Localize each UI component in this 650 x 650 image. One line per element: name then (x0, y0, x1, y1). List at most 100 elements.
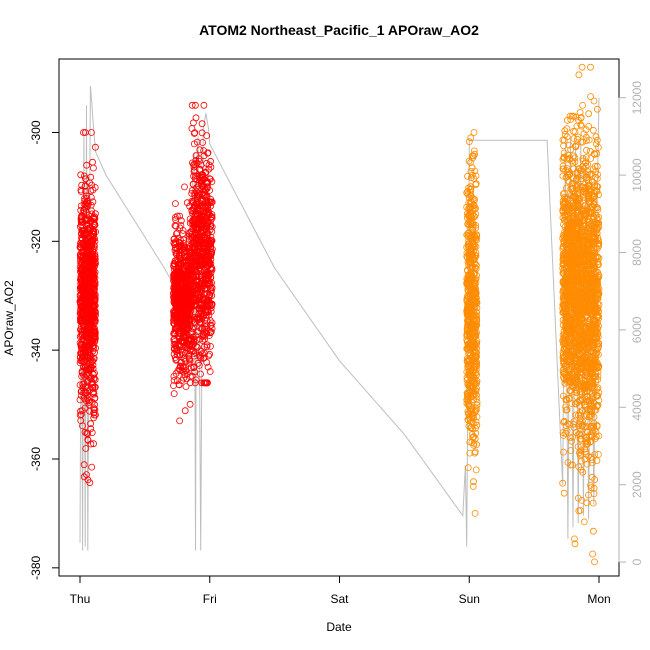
data-point (201, 335, 208, 343)
data-point (171, 241, 179, 248)
x-tick-label: Mon (587, 592, 610, 606)
data-point (197, 370, 204, 378)
data-point (196, 210, 204, 218)
data-point (200, 101, 208, 109)
data-point (193, 188, 200, 196)
data-point (195, 307, 203, 315)
data-point (84, 391, 91, 399)
data-point (194, 359, 202, 367)
data-point (464, 172, 472, 180)
data-point (81, 227, 88, 234)
data-point (91, 184, 99, 191)
data-point (90, 409, 97, 417)
data-point (84, 231, 92, 239)
data-point (203, 343, 211, 351)
data-point (80, 289, 88, 297)
data-point (463, 307, 471, 315)
data-point (464, 380, 472, 388)
data-point (465, 157, 473, 165)
data-point (77, 239, 84, 247)
data-point (190, 172, 198, 180)
data-point (178, 243, 186, 251)
data-point (80, 352, 88, 360)
x-tick-label: Sun (459, 592, 480, 606)
data-point (183, 305, 191, 313)
data-point (203, 192, 211, 200)
data-point (466, 417, 474, 425)
data-point (471, 213, 479, 221)
data-point (177, 359, 185, 367)
data-point (78, 309, 86, 316)
data-point (81, 129, 89, 136)
data-point (175, 365, 183, 373)
data-point (172, 308, 180, 316)
data-point (77, 272, 85, 280)
data-point (198, 313, 206, 321)
data-point (469, 425, 477, 433)
data-point (172, 370, 180, 377)
data-point (201, 251, 209, 259)
data-point (80, 269, 88, 277)
data-point (190, 347, 198, 355)
data-point (177, 292, 185, 300)
data-point (90, 218, 98, 226)
data-point (203, 341, 211, 349)
data-point (83, 352, 91, 360)
data-point (77, 244, 85, 252)
data-point (469, 195, 477, 203)
data-point (204, 363, 212, 371)
data-point (471, 352, 479, 360)
data-point (84, 290, 92, 298)
data-point (77, 171, 85, 179)
data-point (79, 217, 86, 225)
data-point (76, 353, 84, 361)
data-point (182, 367, 190, 374)
data-point (187, 364, 195, 372)
data-point (90, 354, 98, 362)
data-point (190, 168, 198, 176)
data-point (472, 261, 480, 269)
data-point (200, 248, 208, 256)
data-point (192, 225, 200, 233)
data-point (181, 270, 189, 278)
data-point (89, 198, 97, 206)
data-point (78, 369, 86, 377)
data-point (191, 313, 199, 321)
data-point (179, 264, 187, 272)
data-point (170, 382, 177, 390)
data-point (204, 178, 211, 186)
data-point (173, 377, 181, 385)
data-point (174, 293, 182, 301)
data-point (467, 174, 475, 182)
data-point (77, 357, 85, 365)
data-point (202, 379, 209, 387)
data-point (78, 372, 86, 380)
data-point (470, 439, 478, 447)
data-point (176, 297, 184, 305)
data-point (205, 280, 213, 288)
data-point (473, 401, 481, 409)
data-point (82, 217, 89, 225)
data-point (188, 248, 196, 256)
data-point (82, 187, 89, 195)
data-point (181, 333, 189, 340)
data-point (77, 221, 85, 229)
data-point (193, 255, 201, 262)
data-point (188, 289, 196, 297)
data-point (90, 273, 98, 281)
data-point (467, 203, 475, 211)
data-point (87, 193, 95, 201)
data-point (464, 220, 472, 228)
data-point (189, 180, 197, 188)
data-point (180, 289, 188, 296)
data-point (88, 321, 96, 329)
data-point (175, 260, 183, 268)
data-point (208, 199, 216, 206)
data-point (192, 203, 199, 211)
data-point (471, 150, 479, 158)
data-point (85, 278, 92, 285)
data-point (208, 284, 216, 292)
data-point (188, 258, 196, 266)
data-point (465, 138, 473, 146)
y2-tick-label: 8000 (630, 239, 644, 266)
